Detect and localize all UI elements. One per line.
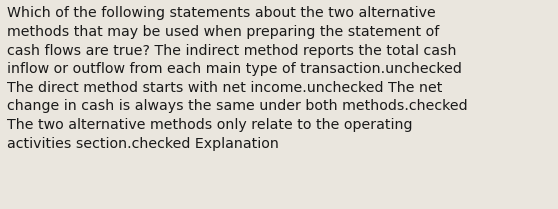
Text: Which of the following statements about the two alternative
methods that may be : Which of the following statements about … [7,6,468,151]
